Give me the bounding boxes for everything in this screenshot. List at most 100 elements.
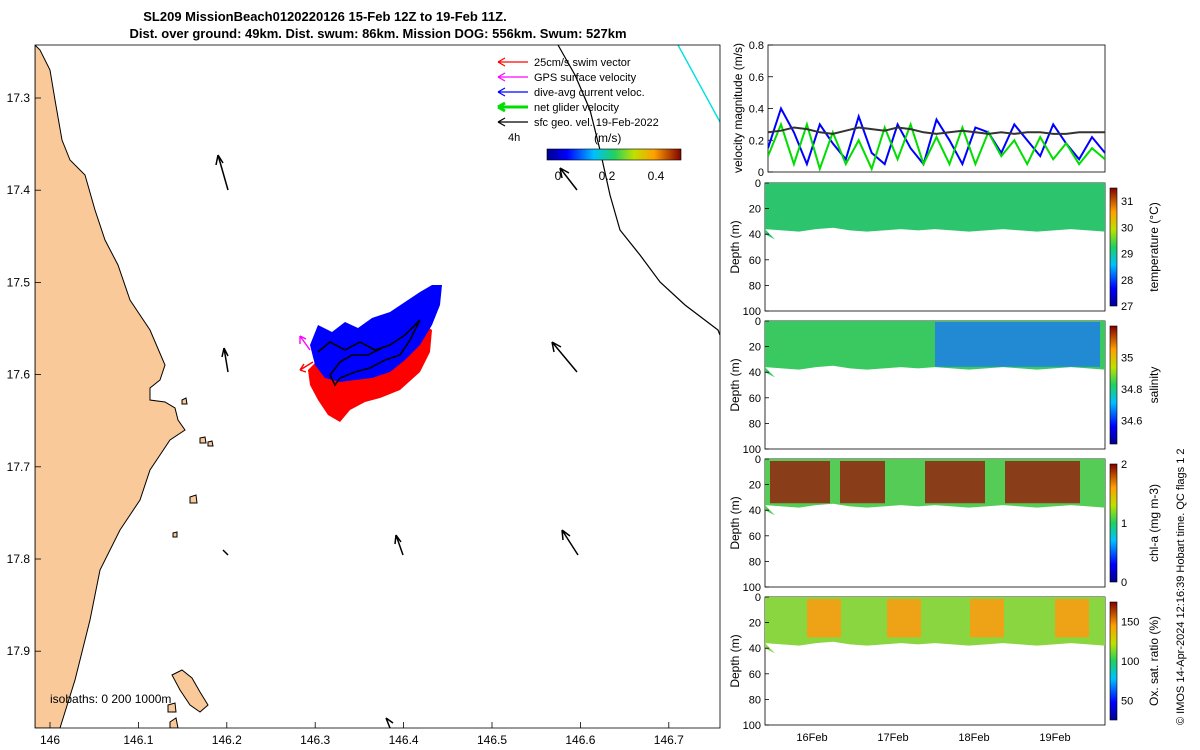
depth-tick-label: 20: [749, 618, 761, 630]
oxygen-maximum-patch: [887, 599, 921, 638]
depth-tick-label: 0: [755, 454, 761, 466]
map-x-tick-label: 146.7: [654, 733, 684, 747]
colorbar-gradient: [546, 148, 682, 161]
legend-label: GPS surface velocity: [534, 72, 637, 84]
colorbar-tick-label: 0: [1121, 577, 1127, 589]
time-tick-label: 16Feb: [796, 732, 827, 744]
map-y-tick-label: 17.9: [7, 644, 31, 658]
glider-track: [317, 319, 421, 387]
island: [172, 531, 178, 538]
title-line-2: Dist. over ground: 49km. Dist. swum: 86k…: [129, 26, 626, 41]
map-x-tick-label: 146: [40, 733, 60, 747]
section-panel: 0 20 40 60 80 100 Depth (m) 34.6 34.8 35 salinity: [728, 316, 1161, 456]
time-axis: 16Feb 17Feb 18Feb 19Feb: [796, 732, 1070, 744]
map-x-tick-label: 146.2: [212, 733, 242, 747]
map-x-tick-label: 146.1: [123, 733, 153, 747]
section-colorbar: [1109, 463, 1118, 583]
map-frame: [34, 44, 721, 729]
map-panel: 146 146.1 146.2 146.3 146.4 146.5 146.6 146.7 1…: [7, 44, 721, 747]
depth-tick-label: 20: [749, 480, 761, 492]
map-colorbar: 4h (m/s) 0 0.2 0.4: [508, 131, 682, 183]
depth-tick-label: 20: [749, 204, 761, 216]
colorbar-tick-label: 0.4: [648, 169, 665, 183]
map-y-axis: 17.3 17.4 17.5 17.6 17.7 17.8 17.9: [7, 91, 41, 658]
swim-arrow: [299, 361, 314, 373]
legend-label: net glider velocity: [534, 102, 619, 114]
velocity-y-tick-label: 0.8: [749, 40, 764, 52]
map-y-tick-label: 17.3: [7, 91, 31, 105]
depth-tick-label: 40: [749, 643, 761, 655]
colorbar-tick-label: 2: [1121, 459, 1127, 471]
section-colorbar: [1109, 187, 1118, 307]
map-y-tick-label: 17.7: [7, 460, 31, 474]
map-y-tick-label: 17.4: [7, 183, 31, 197]
colorbar-tick-label: 150: [1121, 617, 1139, 629]
depth-tick-label: 0: [755, 592, 761, 604]
depth-axis-label: Depth (m): [728, 358, 742, 411]
coastline-land: [35, 45, 186, 728]
section-data-field: [765, 183, 1105, 240]
depth-tick-label: 100: [743, 720, 761, 732]
section-panel: 0 20 40 60 80 100 Depth (m) 0 1 2 chl-a (mg m-3): [728, 454, 1161, 594]
section-colorbar-label: chl-a (mg m-3): [1147, 484, 1161, 562]
island: [199, 436, 207, 444]
colorbar-unit-label: (m/s): [594, 131, 621, 145]
legend-label: 25cm/s swim vector: [534, 57, 631, 69]
map-x-tick-label: 146.4: [389, 733, 419, 747]
colorbar-tick-label: 30: [1121, 222, 1133, 234]
legend-arrowhead: [497, 117, 506, 127]
sfc-velocity-arrows: [215, 154, 579, 728]
colorbar-tick-label: 35: [1121, 352, 1133, 364]
section-data-field: [765, 597, 1105, 654]
map-y-tick-label: 17.5: [7, 275, 31, 289]
colorbar-tick-label: 0: [555, 169, 562, 183]
high-chl-patch: [925, 461, 985, 504]
island: [181, 397, 188, 405]
depth-tick-label: 60: [749, 393, 761, 405]
colorbar-tick-label: 28: [1121, 275, 1133, 287]
map-x-tick-label: 146.6: [565, 733, 595, 747]
island: [171, 669, 209, 713]
depth-axis-label: Depth (m): [728, 634, 742, 687]
low-salinity-patch: [935, 322, 1100, 367]
map-y-tick-label: 17.6: [7, 368, 31, 382]
title-line-1: SL209 MissionBeach0120220126 15-Feb 12Z …: [143, 9, 506, 24]
cyan-line: [677, 45, 720, 123]
depth-tick-label: 80: [749, 694, 761, 706]
map-x-axis: 146 146.1 146.2 146.3 146.4 146.5 146.6 146.7: [40, 722, 684, 747]
velocity-series-line: [768, 121, 1105, 172]
legend-arrowhead: [497, 87, 506, 97]
oxygen-maximum-patch: [1055, 599, 1089, 638]
reef-track-line: [557, 45, 720, 336]
oxygen-maximum-patch: [807, 599, 841, 638]
depth-tick-label: 40: [749, 367, 761, 379]
legend-arrowhead: [497, 72, 506, 82]
depth-tick-label: 40: [749, 229, 761, 241]
velocity-y-tick-label: 0: [758, 167, 764, 179]
colorbar-extra-label: 4h: [508, 132, 520, 144]
map-x-tick-label: 146.3: [300, 733, 330, 747]
high-chl-patch: [1005, 461, 1080, 504]
depth-tick-label: 80: [749, 418, 761, 430]
depth-tick-label: 60: [749, 531, 761, 543]
time-tick-label: 17Feb: [877, 732, 908, 744]
colorbar-tick-label: 1: [1121, 518, 1127, 530]
depth-axis-label: Depth (m): [728, 220, 742, 273]
colorbar-tick-label: 31: [1121, 196, 1133, 208]
depth-tick-label: 100: [743, 306, 761, 318]
depth-tick-label: 0: [755, 178, 761, 190]
depth-tick-label: 60: [749, 255, 761, 267]
current-vector-swath: [310, 285, 442, 382]
velocity-frame: [767, 44, 1106, 173]
velocity-panel: 0 0.2 0.4 0.6 0.8 velocity magnitude (m/s): [731, 40, 1106, 179]
isobath-note: isobaths: 0 200 1000m: [50, 692, 171, 706]
colorbar-tick-label: 34.6: [1121, 415, 1142, 427]
depth-tick-label: 40: [749, 505, 761, 517]
map-y-tick-label: 17.8: [7, 552, 31, 566]
colorbar-tick-label: 27: [1121, 301, 1133, 313]
oxygen-maximum-patch: [970, 599, 1004, 638]
map-x-tick-label: 146.5: [477, 733, 507, 747]
colorbar-tick-label: 100: [1121, 656, 1139, 668]
colorbar-tick-label: 29: [1121, 249, 1133, 261]
